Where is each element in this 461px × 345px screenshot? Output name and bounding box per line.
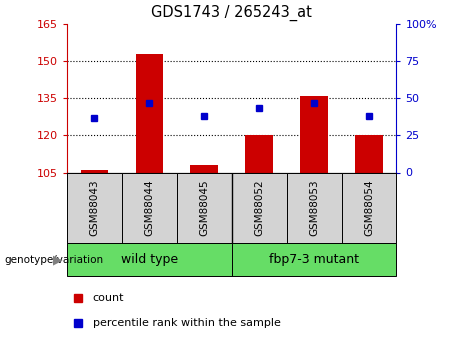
Bar <box>122 172 177 243</box>
Bar <box>300 96 328 172</box>
Text: GSM88044: GSM88044 <box>144 179 154 236</box>
Bar <box>136 54 163 172</box>
Text: fbp7-3 mutant: fbp7-3 mutant <box>269 253 359 266</box>
Text: GSM88045: GSM88045 <box>199 179 209 236</box>
Text: GSM88054: GSM88054 <box>364 179 374 236</box>
Bar <box>287 172 342 243</box>
Bar <box>231 243 396 276</box>
Title: GDS1743 / 265243_at: GDS1743 / 265243_at <box>151 5 312 21</box>
Bar <box>342 172 396 243</box>
Bar <box>67 172 122 243</box>
Text: GSM88043: GSM88043 <box>89 179 99 236</box>
Text: wild type: wild type <box>121 253 178 266</box>
Text: genotype/variation: genotype/variation <box>5 255 104 265</box>
Bar <box>231 172 287 243</box>
Text: count: count <box>93 293 124 303</box>
Bar <box>81 170 108 172</box>
Text: GSM88052: GSM88052 <box>254 179 264 236</box>
Bar <box>190 165 218 172</box>
Bar <box>177 172 231 243</box>
Text: ▶: ▶ <box>53 253 62 266</box>
Bar <box>245 136 273 172</box>
Bar <box>67 243 231 276</box>
Text: GSM88053: GSM88053 <box>309 179 319 236</box>
Bar <box>355 136 383 172</box>
Text: percentile rank within the sample: percentile rank within the sample <box>93 318 281 328</box>
